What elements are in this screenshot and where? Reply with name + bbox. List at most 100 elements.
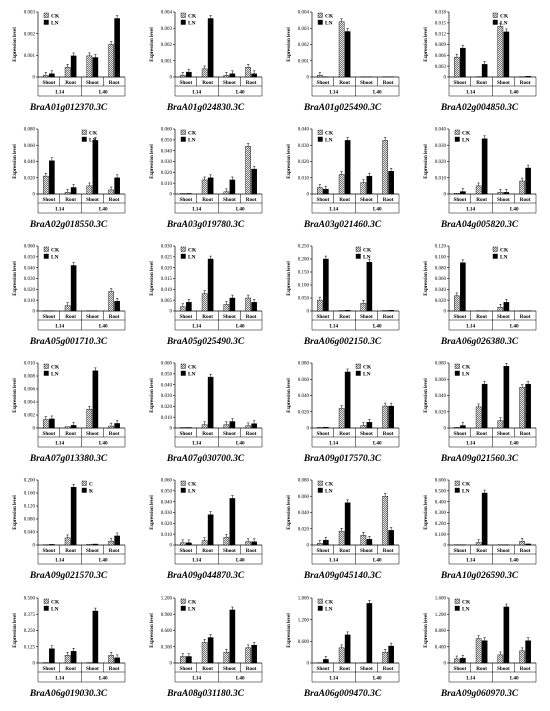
error-bar xyxy=(318,296,322,301)
x-tick-label: Shoot xyxy=(86,314,99,320)
bar xyxy=(344,140,351,195)
y-tick-label: 0.375 xyxy=(24,613,36,618)
bar xyxy=(497,307,504,312)
bar xyxy=(49,418,55,429)
y-tick-label: 0.030 xyxy=(161,511,173,516)
bar xyxy=(229,179,236,195)
bar xyxy=(201,179,208,195)
error-bar xyxy=(109,652,113,656)
y-tick-label: 0.050 xyxy=(298,297,310,302)
y-tick-label: 0.004 xyxy=(298,11,310,16)
error-bar xyxy=(203,290,206,294)
y-tick-label: 0.025 xyxy=(161,256,173,261)
legend-label: LN xyxy=(500,20,508,26)
error-bar xyxy=(252,538,256,542)
legend-label: LN xyxy=(188,254,196,260)
y-tick-label: 0 xyxy=(33,310,36,315)
x-tick-label: Shoot xyxy=(180,80,193,86)
error-bar xyxy=(246,64,250,68)
legend-label: LN xyxy=(462,488,470,494)
y-tick-label: 0.015 xyxy=(161,277,173,282)
line-label: L40 xyxy=(510,90,519,96)
y-tick-label: 0.020 xyxy=(161,405,173,410)
y-tick-label: 0.040 xyxy=(298,511,310,516)
error-bar xyxy=(318,72,322,76)
y-tick-label: 0.020 xyxy=(435,410,447,415)
bar xyxy=(360,182,367,195)
chart-title: BraA07g013380.3C xyxy=(29,454,108,464)
error-bar xyxy=(109,288,113,292)
y-tick-label: 0.050 xyxy=(161,490,173,495)
error-bar xyxy=(181,653,185,657)
chart-title: BraA06g009470.3C xyxy=(303,689,382,699)
y-tick-label: 0.010 xyxy=(298,176,310,181)
line-label: L14 xyxy=(466,207,475,213)
x-tick-label: Shoot xyxy=(497,314,510,320)
error-bar xyxy=(231,495,234,499)
y-tick-label: 0.010 xyxy=(161,182,173,187)
bar xyxy=(481,640,488,664)
error-bar xyxy=(231,606,234,610)
bar-chart: 0 0.002 0.004 0.006 0.008 0.010 Expression lev… xyxy=(13,362,126,448)
error-bar xyxy=(209,174,212,178)
error-bar xyxy=(383,137,387,141)
line-label: L40 xyxy=(236,324,245,330)
x-tick-label: Shoot xyxy=(86,666,99,672)
legend-swatch xyxy=(492,246,498,252)
legend-swatch xyxy=(317,12,323,18)
x-tick-label: Shoot xyxy=(497,197,510,203)
y-axis-label: Expression level xyxy=(287,613,292,648)
y-tick-label: 0.010 xyxy=(435,176,447,181)
legend-label: LN xyxy=(325,488,333,494)
x-tick-label: Root xyxy=(520,197,531,203)
y-tick-label: 0.500 xyxy=(24,597,36,602)
line-label: L40 xyxy=(373,441,382,447)
x-tick-label: Shoot xyxy=(317,431,330,437)
error-bar xyxy=(340,18,343,22)
bar xyxy=(338,408,345,429)
error-bar xyxy=(461,188,465,192)
x-tick-label: Root xyxy=(339,314,350,320)
x-tick-label: Shoot xyxy=(317,314,330,320)
x-tick-label: Shoot xyxy=(180,431,193,437)
chart-panel: 0 0.020 0.040 0.060 0.080 Expression level Sho… xyxy=(0,121,137,239)
error-bar xyxy=(88,182,91,186)
x-tick-label: Shoot xyxy=(180,666,193,672)
bar xyxy=(245,67,251,78)
x-tick-label: Shoot xyxy=(454,548,467,554)
y-tick-label: 0 xyxy=(444,662,447,667)
legend-swatch xyxy=(180,246,186,252)
y-tick-label: 1.200 xyxy=(298,618,310,623)
bar xyxy=(251,302,257,312)
chart-title: BraA02g018550.3C xyxy=(29,220,108,230)
error-bar xyxy=(368,536,371,540)
line-label: L40 xyxy=(510,676,519,682)
y-tick-label: 0 xyxy=(33,76,36,81)
bar xyxy=(207,376,214,429)
legend-swatch xyxy=(43,12,49,18)
bar xyxy=(49,648,55,664)
y-tick-label: 0.001 xyxy=(298,59,310,64)
y-tick-label: 0.060 xyxy=(298,378,310,383)
bar xyxy=(344,310,351,312)
x-tick-label: Root xyxy=(109,431,120,437)
error-bar xyxy=(66,64,69,68)
legend-swatch xyxy=(81,136,87,142)
bar xyxy=(475,638,482,664)
x-tick-label: Root xyxy=(109,80,120,86)
legend-swatch xyxy=(454,480,460,486)
x-tick-label: Root xyxy=(109,548,120,554)
x-tick-label: Shoot xyxy=(180,197,193,203)
bar xyxy=(317,543,323,546)
bar xyxy=(251,541,257,546)
error-bar xyxy=(483,637,486,641)
error-bar xyxy=(187,68,191,73)
legend-label: CK xyxy=(325,599,334,605)
error-bar xyxy=(526,164,530,168)
chart-title: BraA02g004850.3C xyxy=(440,103,519,113)
y-tick-label: 0.002 xyxy=(24,32,36,37)
bar-chart: 0 0.010 0.020 0.030 0.040 0.050 0.060 Expressio… xyxy=(13,245,126,331)
x-tick-label: Shoot xyxy=(317,548,330,554)
y-tick-label: 0.003 xyxy=(24,11,36,16)
y-tick-label: 1.600 xyxy=(435,597,447,602)
